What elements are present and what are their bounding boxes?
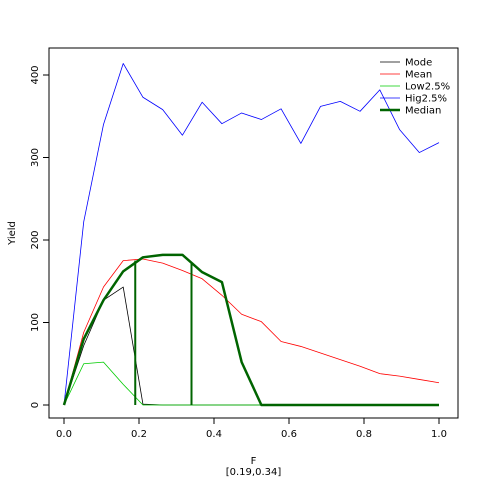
x-tick-label: 0.0 (56, 429, 72, 440)
series-line-median (62, 253, 439, 407)
legend-label: Low2.5% (405, 82, 450, 93)
legend-label: Median (405, 106, 441, 117)
y-tick-label: 300 (30, 148, 41, 167)
series-line-mode (63, 286, 439, 406)
x-tick-label: 0.6 (281, 429, 297, 440)
y-tick-label: 200 (30, 230, 41, 249)
legend-label: Hig2.5% (405, 94, 447, 105)
x-axis-subtitle: [0.19,0.34] (226, 467, 282, 478)
y-tick-label: 400 (30, 65, 41, 84)
x-tick-label: 0.4 (206, 429, 222, 440)
x-tick-label: 0.8 (356, 429, 372, 440)
series-line-hig2-5 (63, 63, 440, 406)
y-axis: 0 100 200 300 400 (30, 65, 50, 408)
x-axis: 0.0 0.2 0.4 0.6 0.8 1.0 (56, 417, 447, 440)
y-axis-title: Yield (7, 221, 18, 246)
legend-label: Mean (405, 70, 432, 81)
series-lines (62, 63, 440, 407)
x-tick-label: 1.0 (431, 429, 447, 440)
x-tick-label: 0.2 (131, 429, 147, 440)
y-tick-label: 0 (30, 402, 41, 408)
legend-label: Mode (405, 58, 432, 69)
x-axis-title: F (251, 456, 257, 467)
series-line-mean (63, 258, 440, 406)
y-tick-label: 100 (30, 313, 41, 332)
interval-lines (134, 260, 193, 405)
